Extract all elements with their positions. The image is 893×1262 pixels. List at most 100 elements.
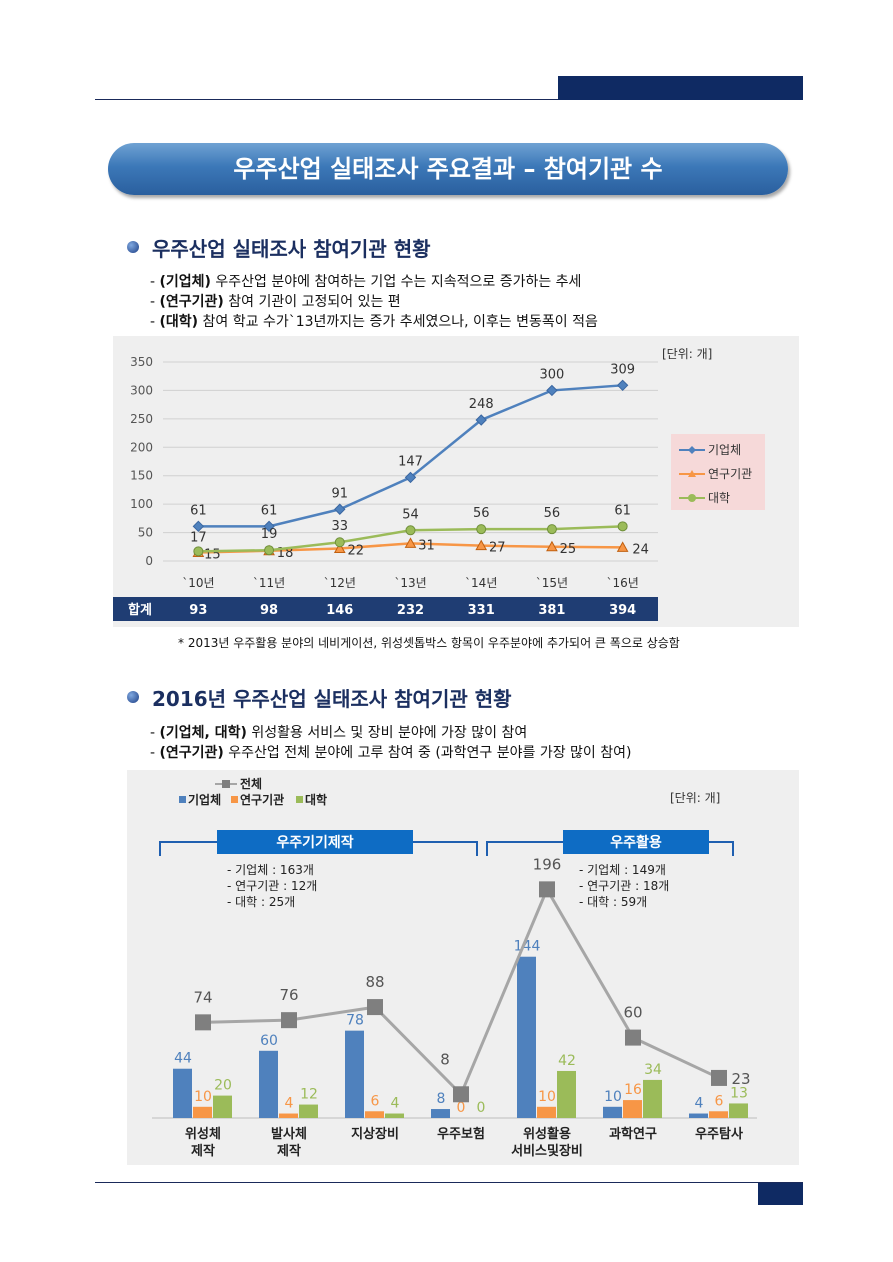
category-label: 서비스및장비 (511, 1143, 583, 1159)
data-point (263, 520, 275, 533)
bar-label: 42 (558, 1053, 576, 1069)
bar-label: 60 (260, 1033, 278, 1049)
total-marker (711, 1069, 727, 1086)
bar (365, 1111, 384, 1118)
legend-marker (688, 446, 696, 454)
data-label: 25 (560, 542, 577, 557)
data-point (404, 537, 417, 548)
data-label: 61 (261, 503, 278, 518)
bar (259, 1050, 278, 1118)
bar-label: 4 (285, 1096, 294, 1112)
bar (279, 1113, 298, 1118)
data-point (405, 525, 416, 536)
legend-marker (688, 494, 696, 502)
data-point (334, 537, 345, 548)
data-point (333, 542, 346, 553)
bar (537, 1106, 556, 1118)
bar (431, 1109, 450, 1118)
data-point (334, 503, 346, 515)
bar (345, 1030, 364, 1118)
data-point (264, 545, 275, 556)
bar-label: 34 (644, 1062, 662, 1078)
group-label-box (217, 830, 413, 854)
section2-bullet-1: - (기업체, 대학) 위성활용 서비스 및 장비 분야에 가장 많이 참여 (150, 725, 528, 741)
section2-bullet-icon (127, 691, 139, 703)
data-label: 56 (473, 506, 490, 521)
total-label: 60 (623, 1004, 642, 1022)
y-tick-label: 50 (138, 526, 153, 540)
section2-bullet-2: - (연구기관) 우주산업 전체 분야에 고루 참여 중 (과학연구 분야를 가… (150, 745, 632, 761)
line-chart: 0 50 100 150 200 250 300 350 `10년 `11년 `12년 `13년 `14… (113, 347, 765, 621)
data-point (404, 471, 417, 484)
bar (517, 956, 536, 1118)
x-tick-label: `15년 (536, 576, 568, 590)
data-point (192, 520, 205, 533)
y-tick-label: 100 (130, 497, 153, 511)
totals-header: 합계 (128, 602, 152, 618)
data-label: 17 (190, 530, 207, 545)
total-label: 88 (365, 973, 384, 991)
bar-label: 12 (300, 1087, 318, 1103)
legend-marker (688, 470, 696, 477)
category-label: 발사체 (271, 1126, 307, 1142)
total-value: 331 (468, 603, 495, 618)
category-label: 과학연구 (609, 1126, 657, 1142)
bar (193, 1106, 212, 1118)
x-tick-label: `13년 (394, 576, 426, 590)
section1-bullet-icon (127, 241, 139, 253)
group-label: 우주기기제작 (276, 834, 353, 851)
category-label: 우주보험 (437, 1126, 485, 1142)
data-label: 56 (544, 506, 561, 521)
bar-label: 20 (214, 1078, 232, 1094)
legend-label: 대학 (305, 792, 327, 807)
total-marker (453, 1086, 469, 1103)
bar (689, 1113, 708, 1118)
bar (557, 1070, 576, 1118)
total-value: 98 (260, 603, 278, 618)
bar (623, 1100, 642, 1118)
section1-bullet-1: - (기업체) 우주산업 분야에 참여하는 기업 수는 지속적으로 증가하는 추… (150, 274, 582, 290)
data-point (616, 541, 629, 552)
data-point (193, 546, 204, 557)
y-tick-label: 350 (130, 355, 153, 369)
bar-label: 6 (715, 1093, 724, 1109)
header-block (558, 76, 803, 100)
line-chart-panel: 0 50 100 150 200 250 300 350 `10년 `11년 `12년 `13년 `14… (113, 336, 799, 627)
data-label: 31 (418, 538, 435, 553)
bar-label: 4 (391, 1096, 400, 1112)
bar-label: 10 (604, 1089, 622, 1105)
total-marker (281, 1012, 297, 1029)
bar-label: 10 (194, 1089, 212, 1105)
unit-label: [단위: 개] (662, 347, 712, 361)
data-label: 147 (398, 454, 423, 469)
legend-label: 기업체 (708, 443, 741, 457)
data-point (617, 521, 628, 532)
total-label: 23 (731, 1070, 750, 1088)
legend-marker (222, 780, 230, 788)
data-label: 54 (402, 507, 419, 522)
total-value: 93 (189, 603, 207, 618)
total-label: 74 (193, 988, 212, 1006)
total-value: 381 (538, 603, 565, 618)
data-label: 24 (632, 542, 649, 557)
data-label: 33 (332, 519, 349, 534)
group-detail: - 연구기관 : 18개 (579, 879, 669, 893)
total-value: 232 (397, 603, 424, 618)
category-label: 제작 (277, 1143, 301, 1159)
category-label: 위성체 (185, 1127, 221, 1142)
legend-marker (231, 796, 238, 803)
bar-label: 6 (371, 1093, 380, 1109)
data-label: 91 (332, 486, 349, 501)
legend-label: 대학 (708, 491, 730, 505)
total-marker (195, 1014, 211, 1031)
section1-note: * 2013년 우주활용 분야의 네비게이션, 위성셋톱박스 항목이 우주분야에… (178, 636, 680, 650)
bar-chart-panel: 44 60 78 8 144 10 4 10 4 6 0 10 16 6 20 12 4 0 42 34 13 74 76 8… (127, 770, 799, 1165)
bar-label: 8 (437, 1091, 446, 1107)
legend-label: 기업체 (188, 792, 221, 807)
x-tick-label: `14년 (465, 576, 497, 590)
y-tick-label: 250 (130, 412, 153, 426)
bar-label: 10 (538, 1089, 556, 1105)
bar-label: 4 (695, 1096, 704, 1112)
y-tick-label: 300 (130, 383, 153, 397)
legend-marker (296, 796, 303, 803)
